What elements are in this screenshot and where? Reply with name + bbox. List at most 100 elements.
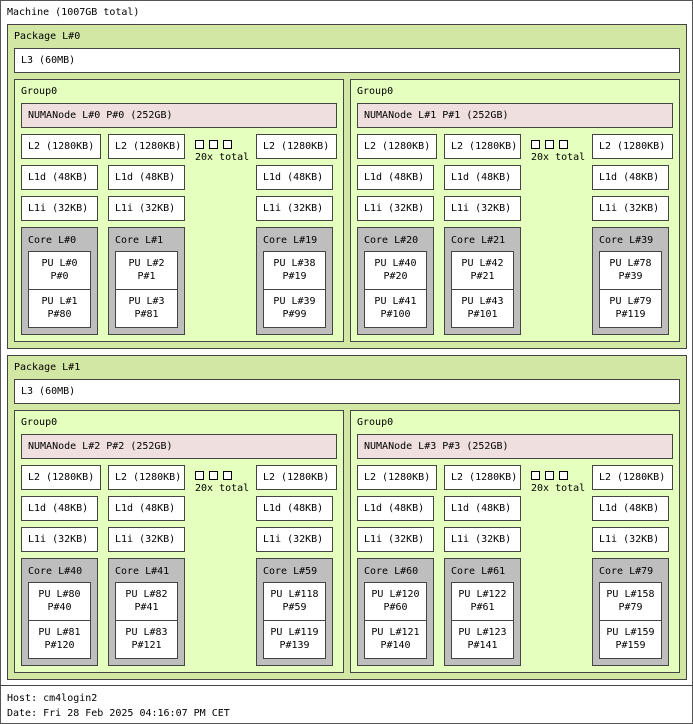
l1i-cache — [444, 196, 521, 221]
l2-cache — [592, 465, 673, 490]
pu-box: PU L#80 P#40 — [28, 582, 91, 621]
total-count-label: 20x total — [195, 152, 250, 163]
pu-physical-label: P#120 — [44, 640, 75, 651]
pu-box: PU L#82 P#41 — [115, 582, 178, 621]
pu-label: PU L#42 — [461, 258, 504, 269]
pu-box: PU L#118 P#59 — [263, 582, 326, 621]
l2-cache — [21, 134, 101, 159]
pu-physical-label: P#119 — [615, 309, 646, 320]
pu-label: PU L#2 — [128, 258, 165, 269]
pu-physical-label: P#80 — [47, 309, 72, 320]
l3-label: L3 (60MB) — [21, 386, 76, 397]
more-indicator-icon — [223, 140, 232, 149]
pu-physical-label: P#41 — [134, 602, 159, 613]
l2-label: L2 (1280KB) — [115, 472, 182, 483]
l1i-cache — [108, 527, 185, 552]
l1i-label: L1i (32KB) — [599, 203, 660, 214]
pu-physical-label: P#79 — [618, 602, 643, 613]
core-label: Core L#40 — [28, 566, 83, 577]
pu-physical-label: P#21 — [470, 271, 495, 282]
l1d-label: L1d (48KB) — [115, 172, 176, 183]
core-label: Core L#0 — [28, 235, 77, 246]
l2-label: L2 (1280KB) — [28, 141, 95, 152]
pu-physical-label: P#20 — [383, 271, 408, 282]
core-label: Core L#60 — [364, 566, 419, 577]
pu-physical-label: P#81 — [134, 309, 159, 320]
l1d-label: L1d (48KB) — [451, 172, 512, 183]
pu-physical-label: P#101 — [467, 309, 498, 320]
pu-physical-label: P#60 — [383, 602, 408, 613]
pu-label: PU L#118 — [270, 589, 319, 600]
pu-physical-label: P#139 — [279, 640, 310, 651]
l1d-cache — [357, 496, 434, 521]
core-label: Core L#79 — [599, 566, 654, 577]
more-indicator-icon — [209, 471, 218, 480]
pu-physical-label: P#141 — [467, 640, 498, 651]
numa-node — [357, 434, 673, 459]
l2-cache — [357, 134, 437, 159]
l2-label: L2 (1280KB) — [451, 472, 518, 483]
numa-node — [21, 103, 337, 128]
pu-box: PU L#3 P#81 — [115, 289, 178, 328]
core-label: Core L#39 — [599, 235, 654, 246]
group-label: Group0 — [21, 86, 58, 97]
pu-label: PU L#81 — [38, 627, 81, 638]
pu-box: PU L#120 P#60 — [364, 582, 427, 621]
l2-label: L2 (1280KB) — [364, 141, 431, 152]
l1i-label: L1i (32KB) — [451, 534, 512, 545]
numa-label: NUMANode L#3 P#3 (252GB) — [364, 441, 509, 452]
pu-label: PU L#80 — [38, 589, 81, 600]
pu-label: PU L#38 — [273, 258, 316, 269]
l3-cache — [14, 48, 680, 73]
l1i-label: L1i (32KB) — [364, 534, 425, 545]
pu-physical-label: P#159 — [615, 640, 646, 651]
date-label: Date: Fri 28 Feb 2025 04:16:07 PM CET — [7, 708, 230, 719]
more-indicator-icon — [195, 140, 204, 149]
pu-box: PU L#158 P#79 — [599, 582, 662, 621]
pu-physical-label: P#39 — [618, 271, 643, 282]
numa-label: NUMANode L#1 P#1 (252GB) — [364, 110, 509, 121]
pu-box: PU L#2 P#1 — [115, 251, 178, 290]
l1i-cache — [108, 196, 185, 221]
pu-physical-label: P#40 — [47, 602, 72, 613]
l1d-cache — [357, 165, 434, 190]
more-indicator-icon — [223, 471, 232, 480]
pu-box: PU L#42 P#21 — [451, 251, 514, 290]
l2-cache — [108, 134, 185, 159]
core-label: Core L#61 — [451, 566, 506, 577]
l2-label: L2 (1280KB) — [263, 141, 330, 152]
l1i-cache — [21, 527, 98, 552]
l1d-label: L1d (48KB) — [599, 503, 660, 514]
core-label: Core L#21 — [451, 235, 506, 246]
pu-box: PU L#122 P#61 — [451, 582, 514, 621]
core-label: Core L#19 — [263, 235, 318, 246]
more-indicator-icon — [531, 471, 540, 480]
group-label: Group0 — [357, 86, 394, 97]
l2-label: L2 (1280KB) — [364, 472, 431, 483]
numa-node — [357, 103, 673, 128]
l2-label: L2 (1280KB) — [115, 141, 182, 152]
l1d-cache — [108, 496, 185, 521]
l1i-cache — [592, 196, 669, 221]
pu-physical-label: P#61 — [470, 602, 495, 613]
l2-cache — [444, 134, 521, 159]
pu-physical-label: P#99 — [282, 309, 307, 320]
pu-label: PU L#3 — [128, 296, 165, 307]
l1i-label: L1i (32KB) — [115, 534, 176, 545]
pu-label: PU L#0 — [41, 258, 78, 269]
l1d-label: L1d (48KB) — [28, 172, 89, 183]
l2-label: L2 (1280KB) — [599, 141, 666, 152]
pu-label: PU L#39 — [273, 296, 316, 307]
l1i-cache — [21, 196, 98, 221]
pu-label: PU L#43 — [461, 296, 504, 307]
pu-label: PU L#122 — [458, 589, 507, 600]
numa-label: NUMANode L#2 P#2 (252GB) — [28, 441, 173, 452]
l2-cache — [256, 465, 337, 490]
l1i-cache — [592, 527, 669, 552]
more-indicator-icon — [559, 140, 568, 149]
pu-box: PU L#123 P#141 — [451, 620, 514, 659]
l1i-cache — [357, 527, 434, 552]
pu-box: PU L#83 P#121 — [115, 620, 178, 659]
pu-label: PU L#82 — [125, 589, 168, 600]
pu-label: PU L#159 — [606, 627, 655, 638]
